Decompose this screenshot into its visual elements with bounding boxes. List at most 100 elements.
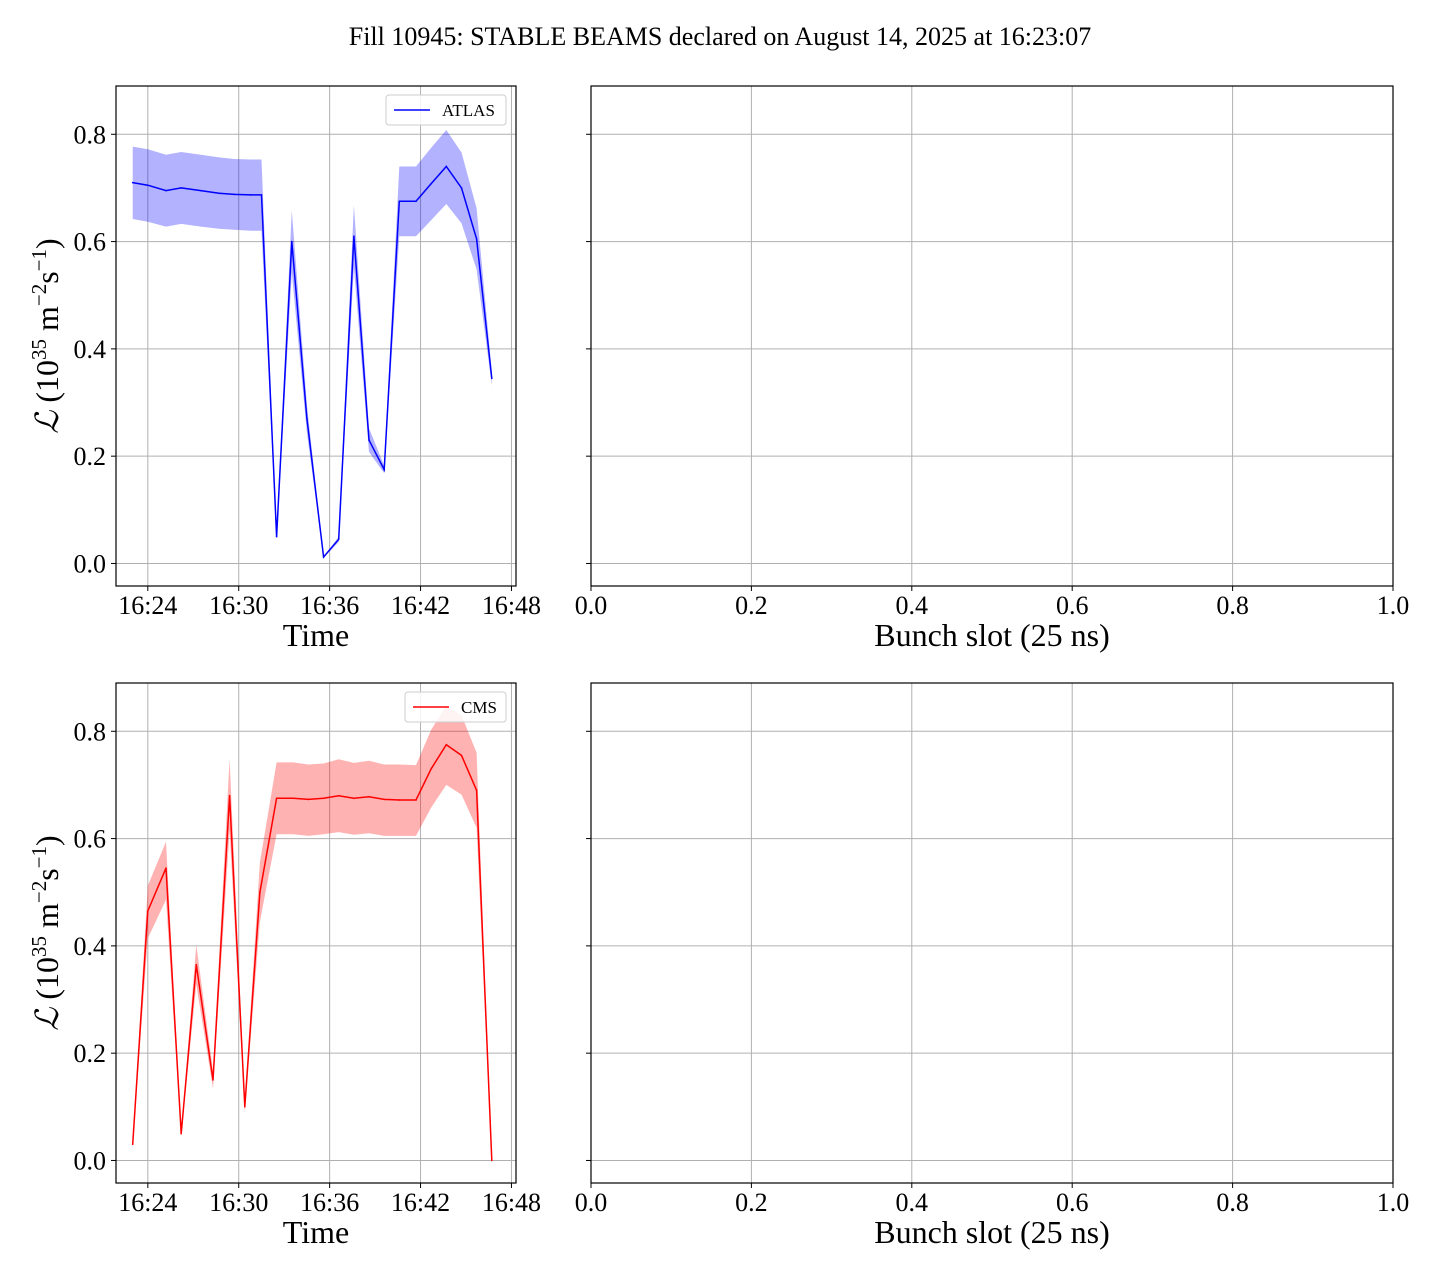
x-tick-label: 0.2 (735, 591, 768, 620)
data-point (415, 200, 417, 203)
y-axis-label-part: s (29, 868, 65, 880)
axes-frame (115, 682, 517, 1184)
y-axis-label-part: m (29, 903, 65, 936)
x-tick-label: 1.0 (1377, 591, 1410, 620)
y-tick-label: 0.2 (74, 442, 107, 471)
y-tick-label: 0.0 (74, 549, 107, 578)
series-band-cms (132, 705, 492, 1161)
data-point (353, 797, 355, 800)
y-axis-label-part: s (29, 271, 65, 283)
x-axis-label: Time (283, 617, 349, 653)
data-point (353, 235, 355, 238)
x-tick-label: 0.6 (1056, 591, 1089, 620)
data-point (475, 789, 478, 792)
y-axis-label-part: ) (29, 238, 65, 249)
legend-box (385, 94, 507, 126)
x-tick-label: 0.4 (896, 591, 929, 620)
data-point (307, 798, 310, 801)
data-point (275, 797, 278, 800)
data-point (475, 238, 478, 240)
data-point (445, 743, 448, 746)
data-point (165, 189, 167, 192)
x-tick-label: 0.0 (575, 591, 608, 620)
x-tick-label: 16:48 (482, 591, 541, 620)
x-tick-label: 0.8 (1216, 591, 1249, 620)
data-point (368, 795, 370, 798)
legend-label: ATLAS (442, 101, 495, 120)
x-tick-label: 16:42 (391, 591, 450, 620)
legend-box (404, 691, 507, 723)
data-point (292, 797, 295, 800)
y-axis-label-part: ) (29, 835, 65, 846)
x-tick-label: 0.6 (1056, 1188, 1089, 1217)
data-point (259, 891, 261, 894)
y-axis-label-part: −2 (27, 284, 51, 306)
legend: ATLAS (385, 94, 507, 126)
x-tick-label: 1.0 (1377, 1188, 1410, 1217)
x-axis-label: Time (283, 1214, 349, 1250)
y-axis-label-part: 35 (27, 339, 51, 360)
x-tick-label: 16:24 (118, 1188, 177, 1217)
data-point (147, 910, 149, 912)
panel-cms-bunch: 0.0 0.2 0.4 0.6 0.8 1.0 Bunch slot (25 ns) (575, 682, 1410, 1250)
x-tick-label: 16:30 (209, 591, 268, 620)
data-point (368, 439, 370, 441)
y-tick-label: 0.4 (74, 932, 107, 961)
y-axis-label-part: −1 (27, 846, 51, 868)
data-point (290, 240, 293, 243)
legend-label: CMS (461, 698, 497, 717)
series-line-cms (131, 743, 493, 1161)
y-axis-label-part: (10 (29, 957, 65, 1000)
legend: CMS (404, 691, 507, 723)
x-tick-label: 0.0 (575, 1188, 608, 1217)
x-tick-label: 16:36 (300, 1188, 359, 1217)
data-point (180, 1132, 182, 1135)
data-point (131, 1143, 134, 1146)
x-tick-label: 16:48 (482, 1188, 541, 1217)
data-point (445, 165, 448, 168)
y-tick-label: 0.2 (74, 1039, 107, 1068)
data-point (460, 754, 463, 757)
y-tick-label: 0.4 (74, 335, 107, 364)
data-point (383, 798, 385, 801)
data-point (212, 1079, 214, 1081)
data-point (243, 1106, 246, 1108)
data-point (430, 182, 432, 185)
panels: 16:24 16:30 16:36 16:42 16:48 0.0 0.2 0.4 0.6 0.8… (27, 85, 1410, 1250)
data-point (275, 535, 278, 538)
data-point (415, 799, 417, 801)
x-tick-label: 16:36 (300, 591, 359, 620)
data-point (460, 187, 463, 189)
axes-frame (115, 85, 517, 587)
x-tick-label: 16:30 (209, 1188, 268, 1217)
axes-frame (590, 85, 1394, 587)
data-point (337, 538, 340, 541)
x-tick-label: 16:24 (118, 591, 177, 620)
data-point (398, 799, 401, 801)
data-point (430, 768, 432, 770)
data-point (398, 200, 401, 203)
data-point (233, 193, 235, 196)
x-tick-label: 0.8 (1216, 1188, 1249, 1217)
series-band-atlas (132, 130, 492, 558)
x-axis-label: Bunch slot (25 ns) (874, 617, 1110, 653)
panel-cms: 16:24 16:30 16:36 16:42 16:48 0.0 0.2 0.4 0.6 0.8… (27, 682, 541, 1250)
data-point (228, 794, 231, 797)
data-point (490, 377, 493, 380)
data-point (260, 194, 263, 196)
y-axis-label: ℒ (1035 m−2s−1) (27, 238, 65, 433)
y-tick-label: 0.0 (74, 1146, 107, 1175)
data-point (322, 556, 325, 558)
data-point (131, 181, 134, 184)
y-axis-label-part: −2 (27, 881, 51, 903)
series-line-atlas (132, 165, 493, 559)
y-axis-label-part: ℒ (29, 1000, 65, 1031)
panel-atlas-bunch: 0.0 0.2 0.4 0.6 0.8 1.0 Bunch slot (25 ns) (575, 85, 1410, 653)
x-tick-label: 0.2 (735, 1188, 768, 1217)
data-point (322, 797, 325, 800)
y-tick-label: 0.6 (74, 228, 107, 257)
figure-title: Fill 10945: STABLE BEAMS declared on Aug… (349, 22, 1092, 51)
x-axis-label: Bunch slot (25 ns) (874, 1214, 1110, 1250)
data-point (180, 187, 182, 189)
